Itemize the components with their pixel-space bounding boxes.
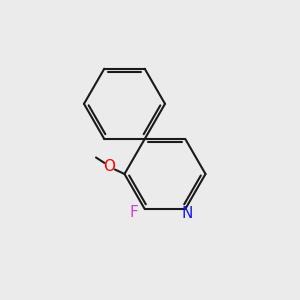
Text: O: O [103, 159, 116, 174]
Text: N: N [181, 206, 192, 221]
Text: F: F [130, 205, 139, 220]
